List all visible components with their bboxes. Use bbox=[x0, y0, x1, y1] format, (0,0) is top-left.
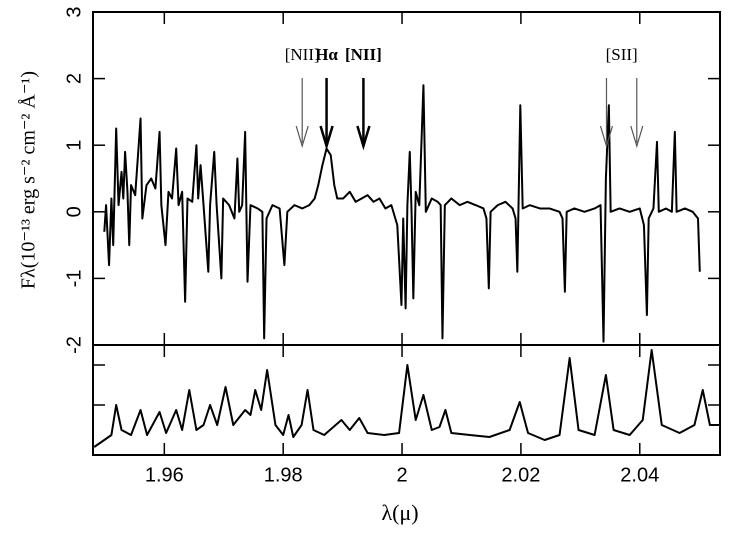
arrow-head bbox=[630, 125, 644, 149]
y-tick-label: 0 bbox=[63, 206, 85, 217]
y-tick-label: -1 bbox=[63, 270, 85, 288]
y-tick-label: 2 bbox=[63, 73, 85, 84]
y-axis-label: Fλ(10⁻¹³ erg s⁻² cm⁻² Å⁻¹) bbox=[18, 71, 40, 289]
spectrum-line bbox=[93, 349, 720, 448]
annotation-label: [SII] bbox=[606, 45, 638, 64]
x-tick-label: 2.02 bbox=[501, 464, 540, 486]
annotation-label: Hα bbox=[315, 45, 338, 64]
x-tick-label: 1.96 bbox=[145, 464, 184, 486]
arrow-head bbox=[356, 125, 371, 151]
arrow-head bbox=[295, 125, 309, 149]
x-tick-label: 2 bbox=[396, 464, 407, 486]
x-tick-label: 2.04 bbox=[620, 464, 659, 486]
x-axis-label: λ(μ) bbox=[381, 500, 418, 525]
y-tick-label: 1 bbox=[63, 140, 85, 151]
spectrum-line bbox=[103, 84, 701, 343]
arrow-head bbox=[599, 125, 614, 149]
arrow-head bbox=[319, 125, 334, 151]
annotation-label: [NII] bbox=[285, 45, 320, 64]
y-tick-label: 3 bbox=[63, 6, 85, 17]
annotation-label: [NII] bbox=[345, 45, 382, 64]
y-tick-label: -2 bbox=[63, 336, 85, 354]
panel-frame bbox=[92, 344, 721, 456]
x-tick-label: 1.98 bbox=[264, 464, 303, 486]
